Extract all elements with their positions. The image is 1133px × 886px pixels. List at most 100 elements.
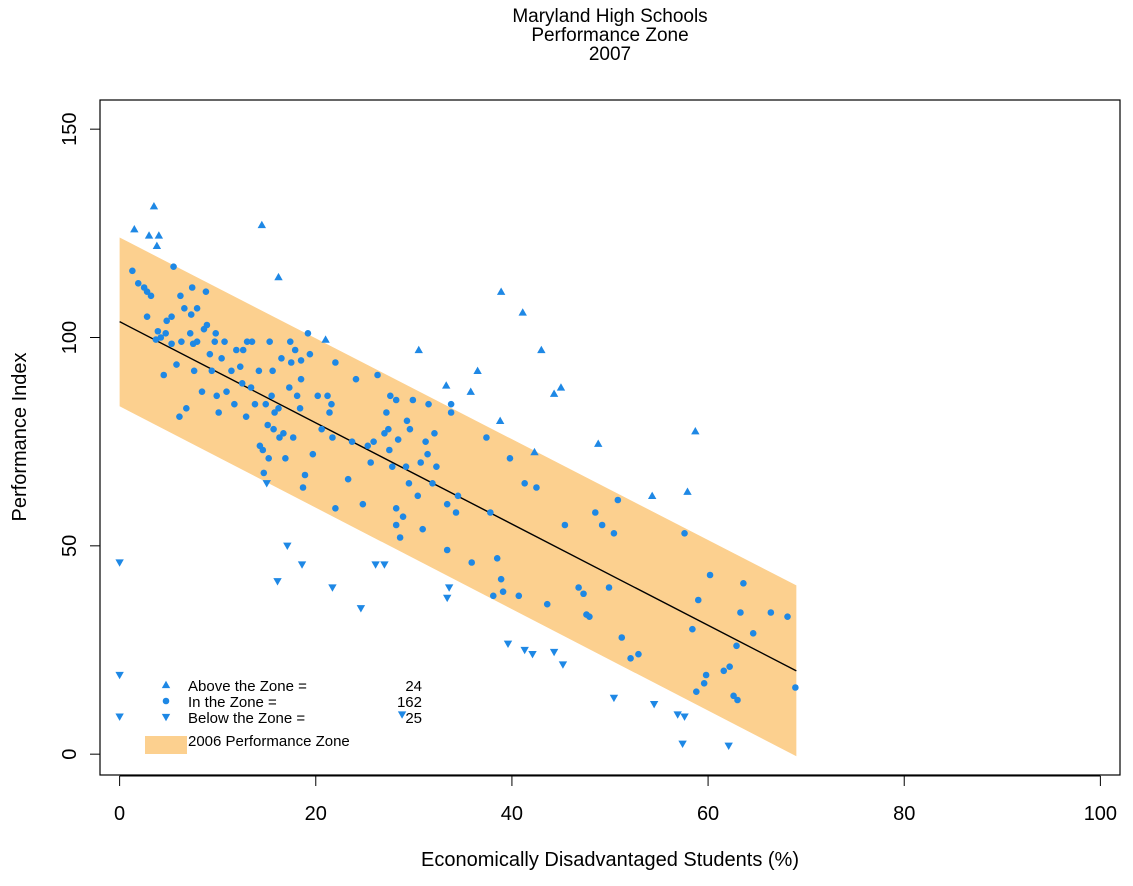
- in-the-zone-point: [181, 305, 188, 312]
- in-the-zone-point: [157, 334, 165, 341]
- in-the-zone-point: [396, 534, 404, 541]
- y-tick-label: 50: [59, 535, 81, 557]
- in-the-zone-point: [215, 409, 222, 416]
- in-the-zone-point: [406, 425, 414, 433]
- in-the-zone-point: [291, 346, 299, 354]
- below-the-zone-point: [680, 713, 689, 721]
- below-the-zone-point: [678, 740, 687, 748]
- in-the-zone-point: [326, 409, 333, 416]
- in-the-zone-point: [392, 521, 400, 529]
- in-the-zone-point: [278, 355, 285, 362]
- in-the-zone-point: [211, 338, 219, 345]
- in-the-zone-point: [202, 288, 210, 295]
- in-the-zone-point: [177, 292, 184, 300]
- in-the-zone-point: [129, 267, 136, 275]
- in-the-zone-point: [348, 438, 356, 445]
- below-the-zone-point: [283, 542, 292, 551]
- above-the-zone-point: [518, 308, 527, 316]
- in-the-zone-point: [693, 688, 700, 695]
- in-the-zone-point: [243, 338, 251, 345]
- in-the-zone-point: [749, 630, 757, 637]
- in-the-zone-point: [417, 459, 425, 466]
- in-the-zone-point: [309, 450, 317, 458]
- in-the-zone-point: [198, 388, 206, 395]
- x-axis-label: Economically Disadvantaged Students (%): [421, 849, 799, 871]
- above-the-zone-point: [414, 345, 423, 354]
- in-the-zone-point: [275, 405, 282, 412]
- in-the-zone-point: [193, 305, 201, 312]
- in-the-zone-point: [399, 513, 407, 520]
- in-the-zone-point: [187, 311, 195, 318]
- in-the-zone-point: [385, 425, 392, 433]
- chart-title-line-3: 2007: [588, 44, 632, 65]
- in-the-zone-point: [706, 571, 714, 579]
- below-the-zone-point: [262, 480, 271, 488]
- in-the-zone-point: [730, 692, 737, 700]
- below-the-zone-point: [503, 640, 513, 648]
- above-the-zone-point: [144, 231, 154, 239]
- in-the-zone-point: [251, 400, 259, 408]
- above-the-zone-point: [321, 335, 330, 343]
- in-the-zone-point: [497, 575, 505, 583]
- in-the-zone-point: [734, 696, 741, 704]
- in-the-zone-point: [374, 371, 381, 379]
- in-the-zone-point: [304, 330, 312, 337]
- in-the-zone-point: [173, 361, 180, 368]
- in-the-zone-point: [443, 546, 451, 554]
- below-the-zone-point: [371, 561, 380, 569]
- legend-label: Below the Zone =: [188, 710, 305, 727]
- below-the-zone-point: [442, 594, 452, 603]
- in-the-zone-point: [521, 480, 528, 487]
- in-the-zone-point: [443, 500, 451, 508]
- in-the-zone-point: [767, 609, 775, 616]
- in-the-zone-point: [618, 634, 626, 641]
- above-the-zone-point: [495, 416, 505, 424]
- in-the-zone-point: [285, 384, 293, 391]
- in-the-zone-point: [193, 338, 201, 345]
- in-the-zone-point: [598, 521, 606, 529]
- in-the-zone-point: [388, 463, 396, 470]
- above-the-zone-point: [647, 491, 657, 499]
- below-the-zone-point: [115, 671, 124, 680]
- in-the-zone-point: [515, 592, 523, 600]
- in-the-zone-point: [231, 400, 238, 408]
- in-the-zone-point: [143, 313, 151, 320]
- in-the-zone-point: [134, 280, 142, 287]
- in-the-zone-point: [306, 350, 314, 358]
- below-the-zone-point: [397, 711, 407, 719]
- in-the-zone-point: [352, 375, 360, 383]
- in-the-zone-point: [392, 396, 400, 404]
- in-the-zone-point: [242, 413, 250, 420]
- in-the-zone-point: [233, 346, 240, 354]
- in-the-zone-point: [493, 555, 501, 562]
- in-the-zone-point: [733, 642, 740, 650]
- in-the-zone-point: [221, 338, 228, 345]
- y-axis-label: Performance Index: [9, 353, 31, 522]
- x-tick-label: 0: [114, 803, 125, 825]
- in-the-zone-point: [367, 459, 374, 466]
- in-the-zone-point: [239, 346, 247, 354]
- in-the-zone-point: [208, 367, 216, 375]
- in-the-zone-point: [188, 284, 196, 291]
- above-the-zone-point: [442, 381, 451, 389]
- in-the-zone-point: [213, 392, 221, 400]
- in-the-zone-point: [262, 400, 270, 408]
- in-the-zone-point: [147, 292, 155, 300]
- in-the-zone-point: [154, 327, 162, 335]
- in-the-zone-point: [627, 655, 634, 662]
- below-the-zone-point: [328, 584, 337, 592]
- in-the-zone-point: [433, 463, 440, 470]
- in-the-zone-point: [605, 584, 613, 591]
- in-the-zone-point: [328, 400, 335, 408]
- in-the-zone-point: [282, 455, 289, 462]
- above-the-zone-point: [496, 287, 506, 295]
- in-the-zone-point: [259, 446, 267, 454]
- legend-label: Above the Zone =: [188, 678, 307, 695]
- in-the-zone-point: [255, 367, 263, 375]
- in-the-zone-point: [506, 455, 514, 462]
- chart-title-line-2: Performance Zone: [531, 25, 689, 46]
- below-the-zone-point: [115, 559, 124, 567]
- in-the-zone-point: [268, 392, 275, 400]
- in-the-zone-point: [533, 484, 540, 491]
- in-the-zone-point: [265, 455, 272, 462]
